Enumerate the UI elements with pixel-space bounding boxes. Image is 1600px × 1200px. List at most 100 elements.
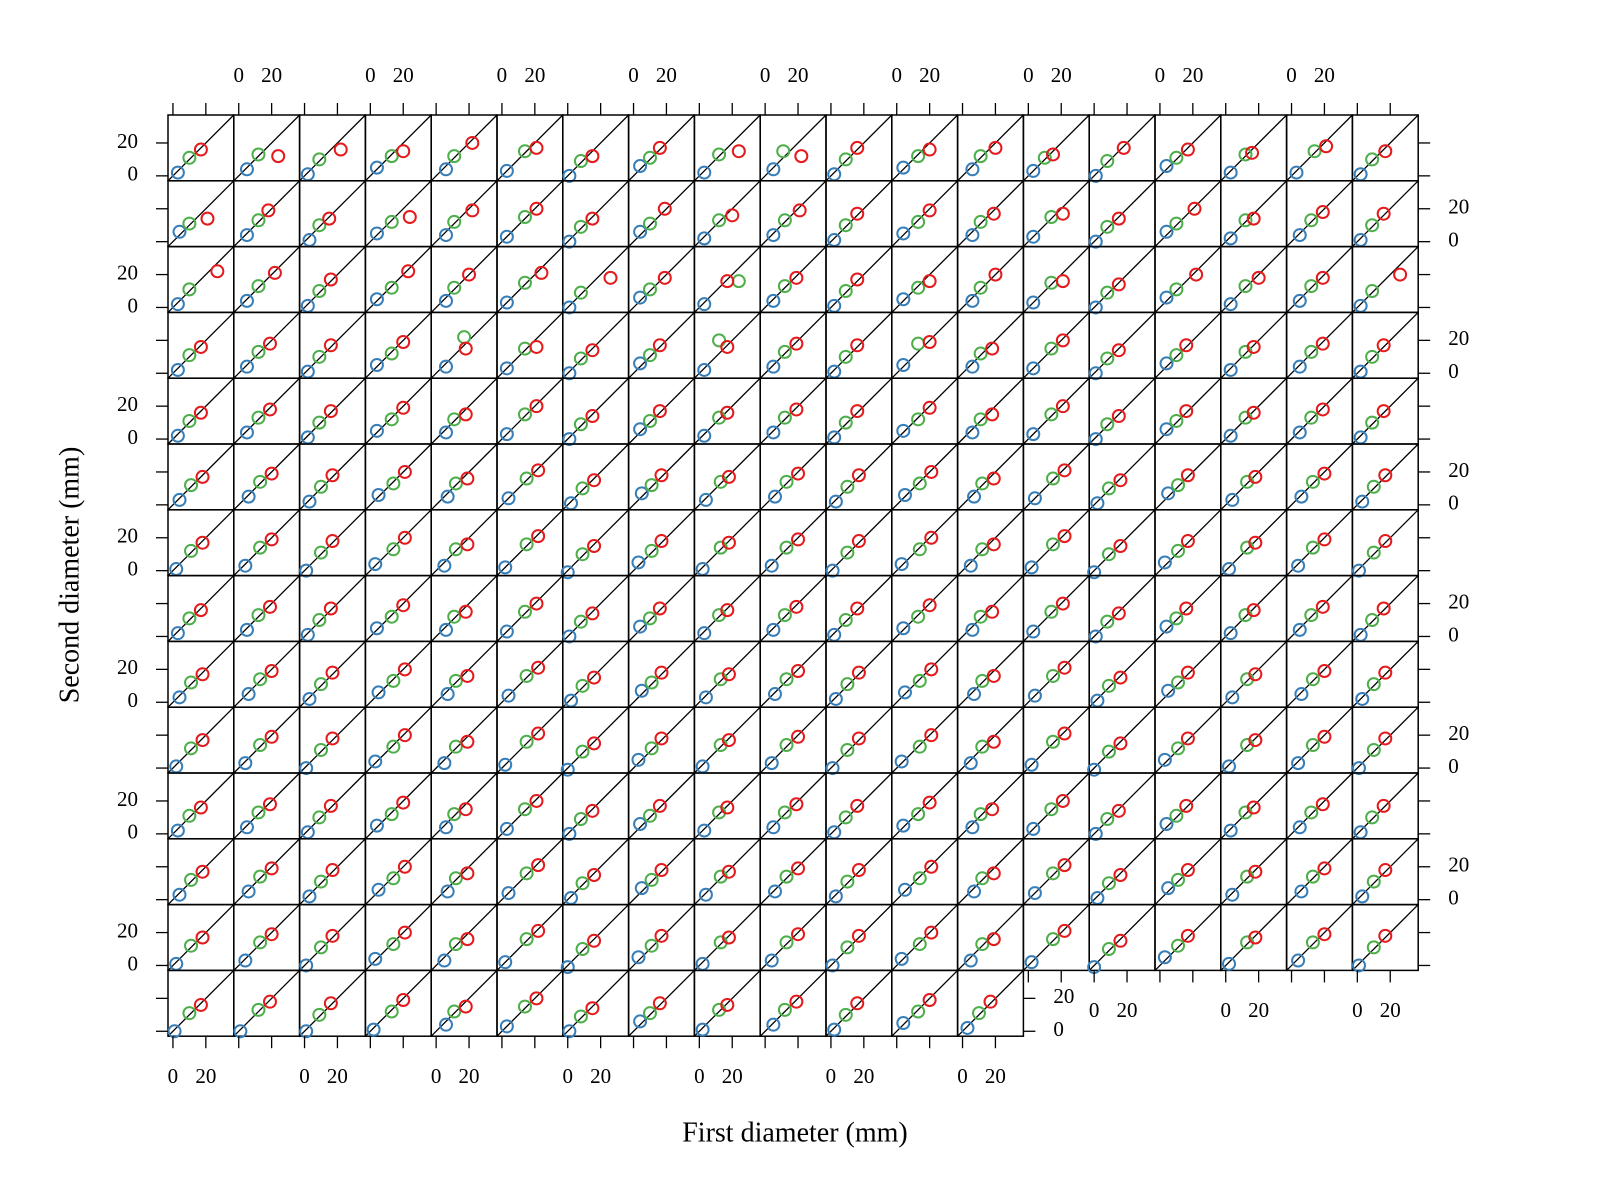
point (465, 135, 480, 150)
point (458, 407, 473, 422)
point (986, 734, 1001, 749)
point (1317, 664, 1332, 679)
reference-line (1154, 509, 1222, 577)
point (720, 997, 735, 1012)
point (170, 165, 185, 180)
point (960, 1020, 975, 1035)
point (1027, 886, 1042, 901)
point (458, 604, 473, 619)
point (575, 942, 590, 957)
point (300, 167, 315, 182)
point (529, 140, 544, 155)
point (827, 167, 842, 182)
point (851, 468, 866, 483)
point (988, 267, 1003, 282)
point (300, 298, 315, 313)
point (575, 481, 590, 496)
point (1365, 810, 1380, 825)
point (698, 690, 713, 705)
point (1171, 938, 1186, 953)
point (371, 882, 386, 897)
point (1351, 958, 1366, 973)
x-tick-label: 0 (760, 63, 771, 87)
point (262, 994, 277, 1009)
point (575, 547, 590, 562)
reference-line (693, 377, 761, 445)
point (633, 158, 648, 173)
point (1180, 928, 1195, 943)
point (396, 400, 411, 415)
point (840, 742, 855, 757)
point (828, 691, 843, 706)
point (325, 731, 340, 746)
point (1169, 348, 1184, 363)
point (698, 887, 713, 902)
point (1179, 798, 1194, 813)
point (448, 739, 463, 754)
reference-line (1286, 377, 1353, 445)
point (1113, 736, 1128, 751)
point (1157, 950, 1172, 965)
point (447, 412, 462, 427)
x-tick-label: 0 (168, 1064, 179, 1088)
point (922, 400, 937, 415)
point (386, 542, 401, 557)
point (1246, 211, 1261, 226)
point (396, 795, 411, 810)
reference-line (364, 246, 432, 313)
point (1366, 874, 1381, 889)
point (896, 423, 911, 438)
point (253, 474, 268, 489)
point (652, 140, 667, 155)
reference-line (1220, 311, 1288, 379)
point (1304, 608, 1319, 623)
reference-line (430, 443, 498, 511)
point (1378, 144, 1393, 159)
point (1157, 752, 1172, 767)
point (1366, 677, 1381, 692)
point (239, 293, 254, 308)
point (911, 609, 926, 624)
point (642, 282, 657, 297)
x-tick-label: 20 (327, 1064, 348, 1088)
reference-line (825, 114, 893, 182)
point (652, 996, 667, 1011)
reference-line (496, 838, 564, 906)
point (170, 297, 185, 312)
point (585, 409, 600, 424)
point (1317, 927, 1332, 942)
point (1113, 670, 1128, 685)
point (838, 810, 853, 825)
point (768, 687, 783, 702)
point (828, 889, 843, 904)
reference-line (628, 575, 695, 642)
point (768, 489, 783, 504)
point (1026, 427, 1041, 442)
point (825, 563, 840, 578)
point (1351, 761, 1366, 776)
point (912, 673, 927, 688)
reference-line (1220, 772, 1288, 840)
point (654, 534, 669, 549)
point (654, 468, 669, 483)
point (1101, 744, 1116, 759)
point (1376, 601, 1391, 616)
point (965, 162, 980, 177)
point (465, 203, 480, 218)
point (1304, 805, 1319, 820)
point (534, 265, 549, 280)
reference-line (430, 180, 498, 248)
point (1161, 683, 1176, 698)
point (695, 956, 710, 971)
point (1393, 267, 1408, 282)
point (642, 611, 657, 626)
point (1100, 219, 1115, 234)
point (313, 545, 328, 560)
point (1304, 410, 1319, 425)
point (1248, 733, 1263, 748)
reference-line (693, 969, 761, 1037)
point (697, 428, 712, 443)
point (1055, 399, 1070, 414)
point (642, 1006, 657, 1021)
point (371, 685, 386, 700)
